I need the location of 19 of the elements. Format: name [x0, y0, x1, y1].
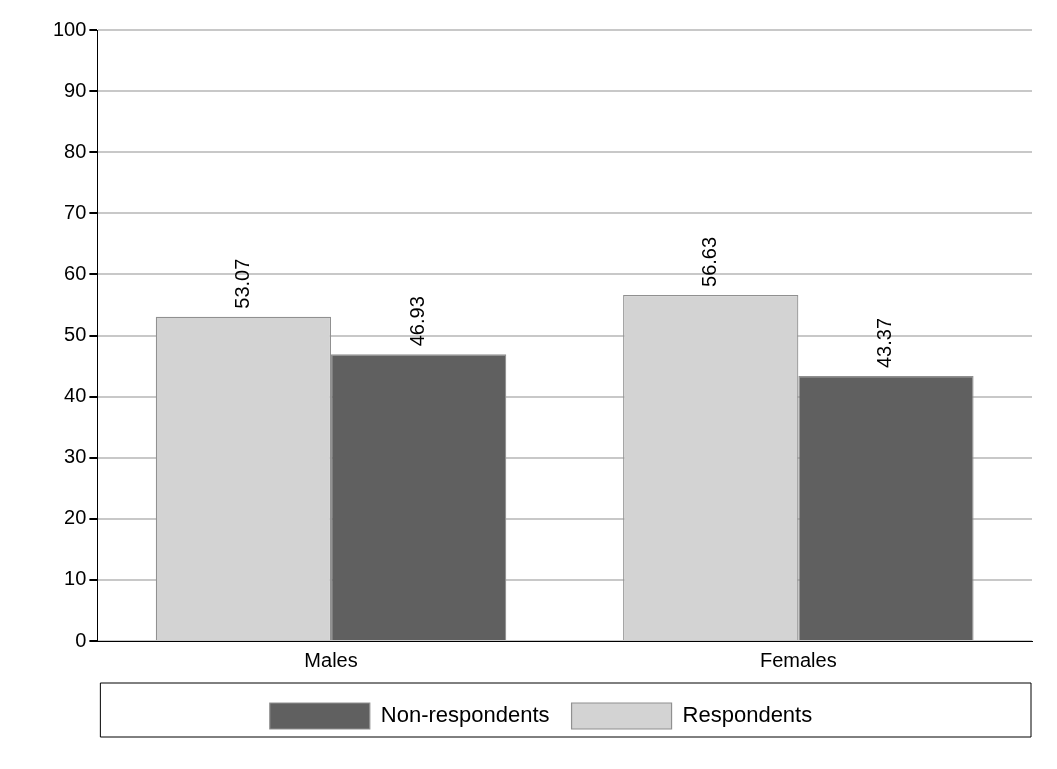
legend-label: Respondents	[682, 702, 813, 728]
data-label: 53.07	[230, 258, 253, 309]
y-tick-label: 70	[64, 200, 87, 223]
y-tick-label: 30	[64, 445, 87, 468]
y-tick-label: 40	[64, 384, 87, 407]
y-tick-label: 80	[64, 139, 87, 162]
data-label: 46.93	[406, 296, 429, 347]
y-tick-label: 90	[64, 78, 87, 101]
y-tick-label: 10	[64, 567, 87, 590]
legend-label: Non-respondents	[380, 702, 550, 728]
y-tick-label: 60	[64, 261, 87, 284]
y-tick-label: 100	[52, 17, 87, 40]
y-tick-label: 0	[75, 628, 87, 651]
data-label: 56.63	[698, 236, 721, 287]
data-label: 43.37	[873, 317, 896, 369]
y-tick-label: 20	[64, 506, 87, 529]
y-tick-label: 50	[64, 323, 87, 346]
x-tick-label: Males	[304, 648, 358, 671]
x-tick-label: Females	[759, 648, 837, 671]
